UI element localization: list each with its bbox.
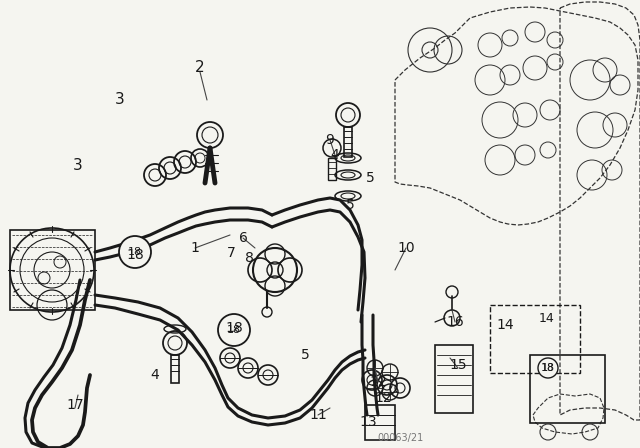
Text: 14: 14 — [539, 311, 555, 324]
Text: 10: 10 — [397, 241, 415, 255]
Text: 5: 5 — [346, 198, 355, 212]
Circle shape — [119, 236, 151, 268]
Bar — [10, 230, 95, 310]
Bar — [344, 127, 352, 157]
Text: 18: 18 — [542, 363, 554, 373]
Text: 17: 17 — [66, 398, 84, 412]
Bar — [328, 158, 336, 180]
Bar — [490, 305, 580, 373]
Text: 6: 6 — [239, 231, 248, 245]
Text: 8: 8 — [244, 251, 253, 265]
Text: 18: 18 — [128, 247, 142, 257]
Text: 11: 11 — [309, 408, 327, 422]
Text: 16: 16 — [446, 315, 464, 329]
Text: 4: 4 — [150, 368, 159, 382]
Text: 1: 1 — [191, 241, 200, 255]
Text: 18: 18 — [126, 248, 144, 262]
Text: 3: 3 — [115, 92, 125, 108]
Text: 14: 14 — [496, 318, 514, 332]
Text: 13: 13 — [359, 415, 377, 429]
Text: 9: 9 — [326, 133, 335, 147]
Text: 7: 7 — [227, 246, 236, 260]
Bar — [530, 355, 605, 423]
Text: 12: 12 — [374, 391, 392, 405]
Text: 18: 18 — [225, 321, 243, 335]
Text: 4: 4 — [331, 148, 339, 162]
Text: 18: 18 — [541, 363, 555, 373]
Text: 18: 18 — [227, 325, 241, 335]
Circle shape — [218, 314, 250, 346]
Text: 2: 2 — [195, 60, 205, 76]
Text: 15: 15 — [449, 358, 467, 372]
Text: 3: 3 — [73, 158, 83, 172]
Circle shape — [538, 358, 558, 378]
Text: 00063/21: 00063/21 — [377, 433, 423, 443]
Bar — [365, 405, 395, 440]
Bar — [435, 345, 473, 413]
Text: 5: 5 — [365, 171, 374, 185]
Text: 5: 5 — [301, 348, 309, 362]
Bar — [171, 355, 179, 383]
Text: 12: 12 — [369, 375, 387, 389]
